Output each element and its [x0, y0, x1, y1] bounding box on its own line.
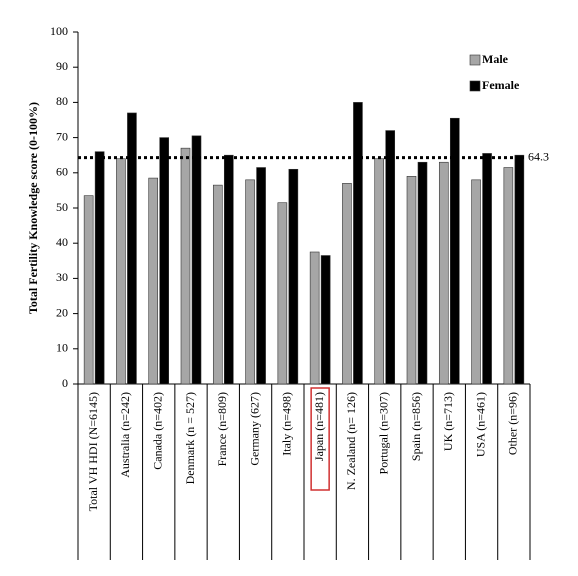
legend-swatch — [469, 54, 481, 66]
x-tick-label: Germany (627) — [247, 392, 261, 466]
bar — [212, 184, 223, 385]
legend-swatch — [469, 80, 481, 92]
x-tick-label: Canada (n=402) — [150, 392, 164, 470]
y-tick-label: 100 — [50, 24, 68, 38]
bar — [385, 130, 396, 385]
reference-label: 64.3 — [528, 149, 549, 163]
bar — [148, 177, 159, 385]
bar — [223, 154, 234, 385]
bar — [503, 167, 514, 385]
bar — [94, 151, 105, 385]
y-tick-label: 90 — [56, 59, 68, 73]
bar — [342, 183, 352, 385]
bar — [514, 154, 525, 385]
bar — [256, 167, 266, 385]
x-tick-label: Japan (n=481) — [312, 392, 326, 461]
bar — [417, 161, 428, 385]
bar — [471, 179, 481, 385]
y-tick-label: 0 — [62, 376, 68, 390]
y-tick-label: 30 — [56, 270, 68, 284]
x-tick-label: Total VH HDI (N=6145) — [86, 392, 100, 511]
bar — [406, 176, 417, 385]
y-tick-label: 20 — [56, 305, 68, 319]
x-tick-label: Australia (n=242) — [118, 392, 132, 478]
bar — [127, 112, 137, 385]
x-tick-label: UK (n=713) — [441, 392, 455, 451]
bar — [449, 117, 460, 385]
y-tick-label: 50 — [56, 200, 68, 214]
bar — [438, 161, 449, 385]
bar — [482, 153, 492, 385]
x-tick-label: Denmark (n = 527) — [183, 392, 197, 484]
bar — [191, 135, 202, 385]
bar — [309, 251, 320, 385]
category-highlight — [310, 387, 330, 491]
x-tick-label: Spain (n=856) — [409, 392, 423, 461]
y-tick-label: 60 — [56, 165, 68, 179]
x-tick-label: N. Zealand (n= 126) — [344, 392, 358, 490]
bar — [180, 147, 191, 385]
bar — [374, 158, 385, 385]
bar — [288, 168, 299, 385]
bar — [159, 137, 170, 385]
bar — [83, 195, 94, 385]
y-tick-label: 80 — [56, 94, 68, 108]
y-axis-label: Total Fertility Knowledge score (0-100%) — [26, 102, 40, 314]
legend-label: Male — [482, 52, 509, 66]
bar — [353, 102, 363, 385]
x-tick-label: Other (n=96) — [506, 392, 520, 455]
x-tick-label: USA (n=461) — [473, 392, 487, 457]
bar — [116, 158, 126, 385]
legend-label: Female — [482, 78, 520, 92]
y-tick-label: 10 — [56, 341, 68, 355]
bar — [277, 202, 288, 385]
x-tick-label: Italy (n=498) — [280, 392, 294, 456]
y-tick-label: 70 — [56, 129, 68, 143]
x-tick-label: Portugal (n=307) — [376, 392, 390, 474]
bar — [245, 179, 255, 385]
x-tick-label: France (n=809) — [215, 392, 229, 466]
bar — [320, 255, 331, 385]
y-tick-label: 40 — [56, 235, 68, 249]
